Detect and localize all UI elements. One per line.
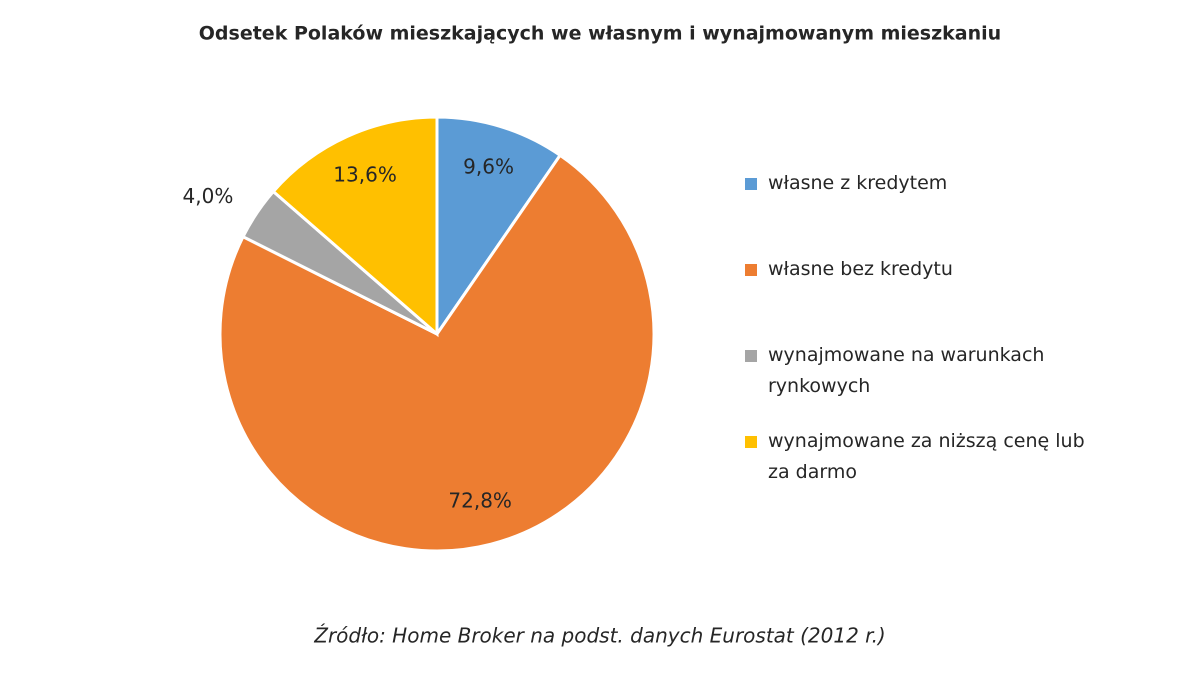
pie-slice: [218, 153, 656, 553]
data-label: 72,8%: [448, 489, 512, 513]
source: Źródło: Home Broker na podst. danych Eur…: [313, 624, 885, 648]
pie-slice: [435, 115, 563, 339]
chart-title: Odsetek Polaków mieszkających we własnym…: [199, 23, 1001, 45]
pie-slice: [271, 115, 439, 338]
legend-label: wynajmowane na warunkach rynkowych: [768, 344, 1045, 397]
legend-item: własne bez kredytu: [745, 254, 1105, 340]
legend-item: wynajmowane na warunkach rynkowych: [745, 340, 1105, 426]
legend-swatch: [745, 436, 757, 448]
data-label: 4,0%: [183, 184, 234, 208]
legend-item: wynajmowane za niższą cenę lub za darmo: [745, 426, 1105, 512]
legend-swatch: [745, 350, 757, 362]
legend-label: własne bez kredytu: [768, 258, 953, 280]
legend-label: wynajmowane za niższą cenę lub za darmo: [768, 430, 1085, 483]
legend: własne z kredytem własne bez kredytu wynaj…: [745, 168, 1105, 512]
data-label: 9,6%: [463, 155, 514, 179]
data-label: 13,6%: [333, 163, 397, 187]
legend-swatch: [745, 178, 757, 190]
legend-item: własne z kredytem: [745, 168, 1105, 254]
legend-swatch: [745, 264, 757, 276]
legend-label: własne z kredytem: [768, 172, 948, 194]
